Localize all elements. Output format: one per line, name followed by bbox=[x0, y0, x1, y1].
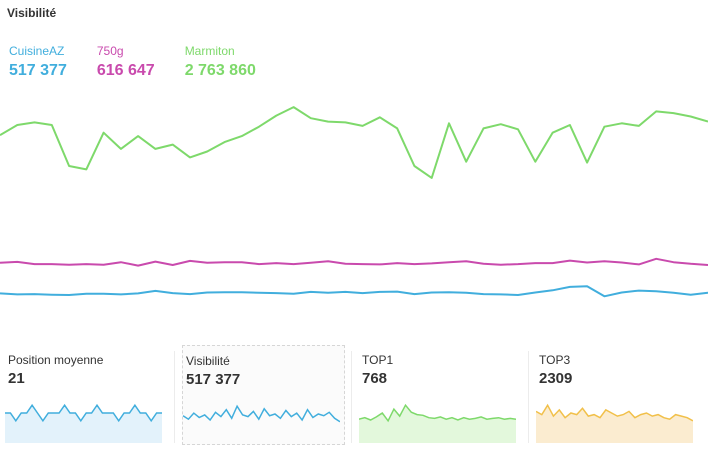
series-line-marmiton bbox=[0, 106, 708, 179]
legend-series-name: 750g bbox=[96, 44, 124, 58]
divider bbox=[528, 351, 529, 443]
divider bbox=[351, 351, 352, 443]
sparkline-line bbox=[183, 404, 340, 423]
legend-item-750g[interactable]: 750g 616 647 bbox=[97, 44, 155, 82]
metric-value: 768 bbox=[362, 370, 388, 387]
visibility-line-chart bbox=[0, 106, 708, 298]
sparkline bbox=[5, 403, 162, 443]
metric-card-top3[interactable]: TOP3 2309 bbox=[536, 345, 699, 445]
legend-series-name: Marmiton bbox=[184, 44, 235, 58]
metric-label: Position moyenne bbox=[8, 353, 104, 367]
legend-item-cuisineaz[interactable]: CuisineAZ 517 377 bbox=[9, 44, 67, 82]
legend-series-value: 2 763 860 bbox=[184, 62, 256, 79]
legend-series-value: 517 377 bbox=[9, 62, 67, 79]
metric-card-visibility[interactable]: Visibilité 517 377 bbox=[182, 345, 345, 445]
metric-label: TOP3 bbox=[539, 353, 571, 367]
metric-value: 517 377 bbox=[186, 371, 241, 388]
legend-series-name: CuisineAZ bbox=[9, 44, 65, 58]
page-title: Visibilité bbox=[7, 6, 57, 20]
chart-legend: CuisineAZ 517 377 750g 616 647 Marmiton … bbox=[9, 44, 286, 82]
metric-label: Visibilité bbox=[186, 354, 230, 368]
legend-item-marmiton[interactable]: Marmiton 2 763 860 bbox=[185, 44, 256, 82]
series-line-750g bbox=[0, 257, 708, 267]
metric-cards: Position moyenne 21 Visibilité 517 377 T… bbox=[0, 345, 708, 450]
series-line-cuisineaz bbox=[0, 285, 708, 298]
metric-card-position[interactable]: Position moyenne 21 bbox=[5, 345, 168, 445]
sparkline-line bbox=[536, 403, 693, 422]
legend-series-value: 616 647 bbox=[96, 62, 155, 79]
metric-card-top1[interactable]: TOP1 768 bbox=[359, 345, 522, 445]
sparkline-line bbox=[5, 403, 162, 423]
sparkline-area bbox=[359, 405, 516, 443]
metric-label: TOP1 bbox=[362, 353, 394, 367]
sparkline-line bbox=[359, 403, 516, 423]
sparkline bbox=[183, 404, 340, 423]
sparkline bbox=[536, 403, 693, 443]
metric-value: 2309 bbox=[539, 370, 573, 387]
metric-value: 21 bbox=[8, 370, 25, 387]
divider bbox=[174, 351, 175, 443]
sparkline bbox=[359, 403, 516, 443]
sparkline-area bbox=[5, 405, 162, 443]
